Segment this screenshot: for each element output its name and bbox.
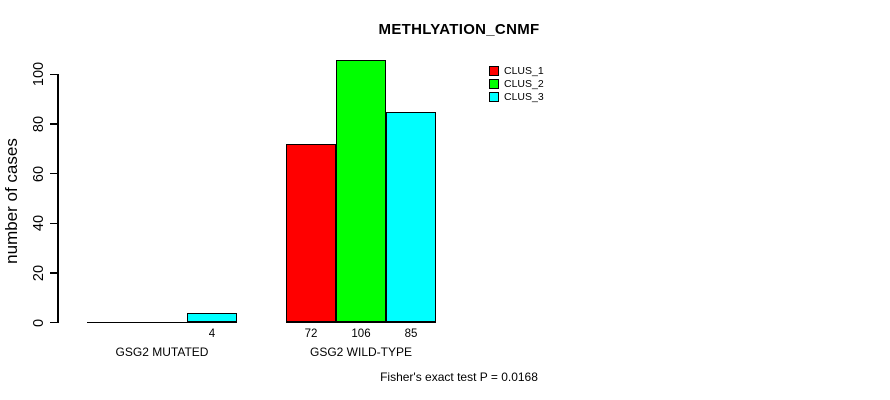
legend-swatch-clus-1 <box>489 65 499 76</box>
legend-swatch-clus-3 <box>489 92 499 103</box>
legend-swatch-clus-2 <box>489 78 499 89</box>
chart-title: METHLYATION_CNMF <box>378 21 540 38</box>
y-tick-label-80: 80 <box>31 115 47 133</box>
x-category-label-gsg2-mutated: GSG2 MUTATED <box>115 345 209 359</box>
group-baseline-gsg2-wild-type <box>286 321 436 324</box>
legend-item-clus-2: CLUS_2 <box>489 77 544 90</box>
y-tick-20 <box>50 272 57 274</box>
y-tick-60 <box>50 172 57 175</box>
y-tick-80 <box>50 123 57 125</box>
bar-clus-1-gsg2-wild-type <box>286 143 336 323</box>
y-tick-0 <box>50 321 57 324</box>
bar-value-label-clus-1-gsg2-wild-type: 72 <box>304 328 318 340</box>
y-tick-label-60: 60 <box>31 165 47 182</box>
bar-value-label-clus-3-gsg2-wild-type: 85 <box>404 328 418 340</box>
x-category-label-gsg2-wild-type: GSG2 WILD-TYPE <box>309 345 413 359</box>
bar-clus-2-gsg2-wild-type <box>336 59 386 323</box>
y-tick-label-0: 0 <box>31 318 47 327</box>
y-tick-label-20: 20 <box>31 264 47 281</box>
group-baseline-gsg2-mutated <box>87 321 237 324</box>
pvalue-annotation: Fisher's exact test P = 0.0168 <box>380 370 538 384</box>
y-axis-label: number of cases <box>2 138 21 264</box>
y-tick-label-100: 100 <box>31 62 47 87</box>
y-tick-40 <box>50 222 57 224</box>
y-tick-100 <box>50 73 57 76</box>
legend: CLUS_1 CLUS_2 CLUS_3 <box>489 64 544 104</box>
y-tick-label-40: 40 <box>31 215 47 232</box>
y-axis-line <box>57 73 59 324</box>
bar-clus-3-gsg2-wild-type <box>386 111 436 323</box>
legend-label-clus-1: CLUS_1 <box>504 64 544 77</box>
bar-value-label-clus-3-gsg2-mutated: 4 <box>208 328 216 340</box>
bar-value-label-clus-2-gsg2-wild-type: 106 <box>351 328 371 340</box>
bar-clus-3-gsg2-mutated <box>187 312 237 323</box>
legend-item-clus-1: CLUS_1 <box>489 64 544 77</box>
legend-label-clus-2: CLUS_2 <box>504 77 544 90</box>
legend-item-clus-3: CLUS_3 <box>489 91 544 104</box>
legend-label-clus-3: CLUS_3 <box>504 91 544 104</box>
